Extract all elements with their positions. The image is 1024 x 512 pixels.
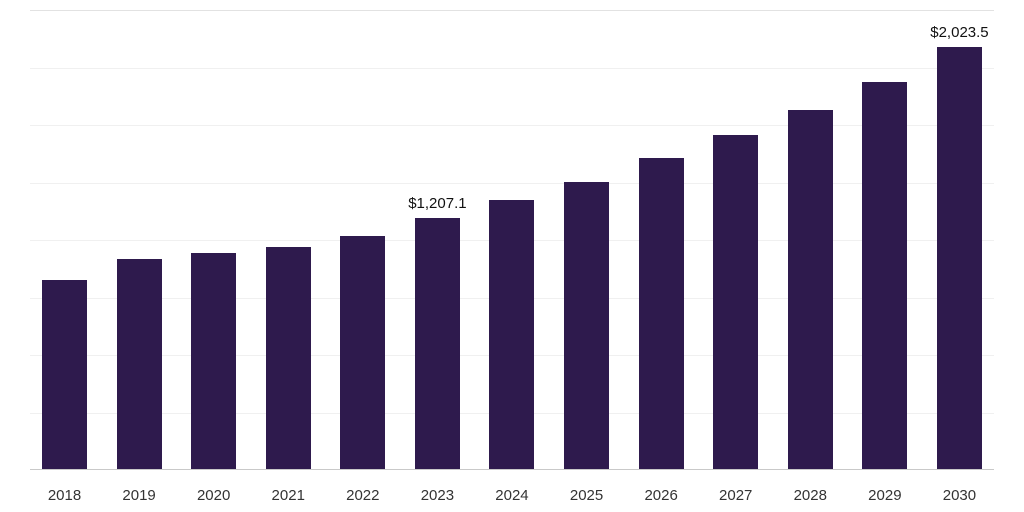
bar-column (713, 10, 759, 470)
bar-column (862, 10, 908, 470)
bar-2024 (489, 200, 535, 470)
x-axis-label: 2022 (346, 487, 380, 504)
bar-2030 (936, 46, 982, 470)
bar-column (116, 10, 162, 470)
bar-2018 (42, 279, 87, 470)
bar-column (340, 10, 386, 470)
x-axis-label: 2020 (196, 487, 231, 504)
x-axis-label: 2027 (719, 487, 753, 504)
x-axis-label: 2025 (569, 487, 604, 504)
bar-column: $2,023.5 (930, 10, 989, 470)
bar-column (489, 10, 535, 470)
bar-2026 (638, 158, 684, 470)
bar-column: $1,207.1 (408, 10, 467, 470)
bar-value-label: $2,023.5 (930, 23, 989, 41)
x-axis-label: 2029 (868, 487, 902, 504)
bar-2021 (265, 247, 311, 470)
bar-2027 (713, 135, 759, 470)
bar-2022 (340, 235, 386, 470)
x-axis-label: 2023 (420, 487, 455, 504)
plot-area: $1,207.1 $2,023.5 (30, 10, 994, 470)
bar-2020 (191, 252, 237, 470)
x-axis-label: 2030 (942, 487, 977, 504)
x-axis-label: 2019 (122, 487, 156, 504)
plot-columns: $1,207.1 $2,023.5 (30, 10, 994, 470)
x-axis-line (30, 469, 994, 470)
bar-column (564, 10, 610, 470)
bar-2029 (862, 82, 908, 470)
x-axis-label: 2024 (495, 487, 529, 504)
x-axis-labels: 2018 2019 2020 2021 2022 2023 2024 2025 2026 2027… (30, 487, 994, 504)
bar-column (265, 10, 311, 470)
bar-2025 (564, 181, 610, 470)
bar-2028 (787, 109, 833, 470)
bar-2019 (116, 258, 162, 470)
bar-value-label: $1,207.1 (408, 194, 467, 212)
x-axis-label: 2018 (47, 487, 82, 504)
bar-column (191, 10, 237, 470)
bar-2023 (414, 217, 460, 470)
x-axis-label: 2026 (644, 487, 678, 504)
x-axis-label: 2028 (793, 487, 827, 504)
bar-column (787, 10, 833, 470)
bar-column (42, 10, 87, 470)
x-axis-label: 2021 (271, 487, 305, 504)
bar-column (638, 10, 684, 470)
